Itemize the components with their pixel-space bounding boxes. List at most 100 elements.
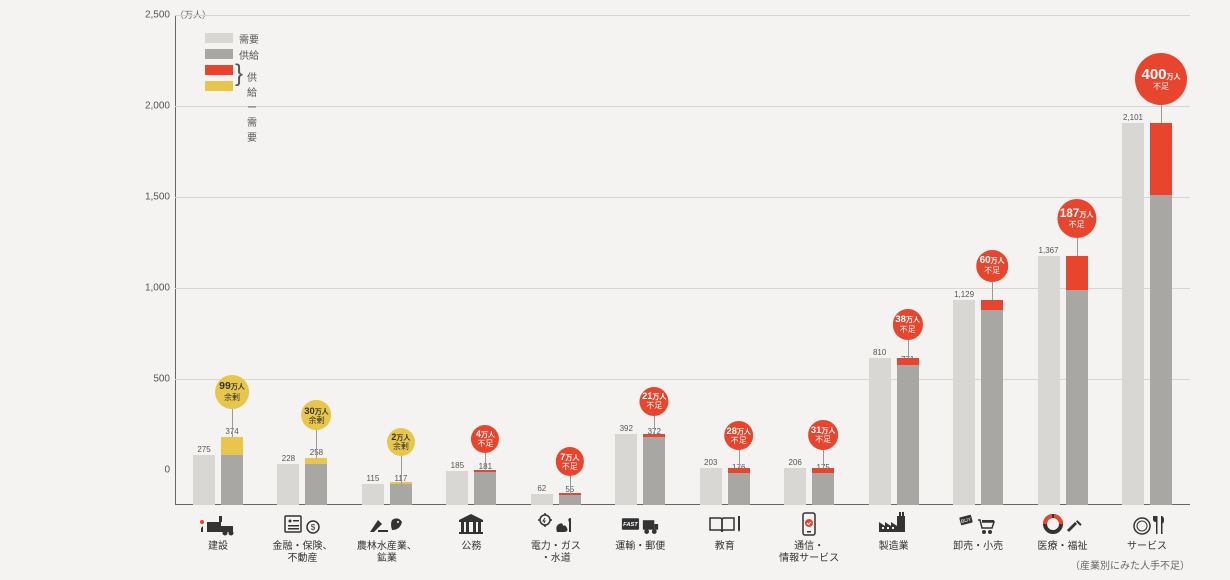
bar-supply: 117 — [390, 484, 412, 505]
bar-diff — [897, 358, 919, 365]
medical-icon — [1043, 511, 1083, 537]
bar-demand-value: 810 — [873, 348, 886, 357]
bar-demand: 206 — [784, 468, 806, 505]
bubble-unit: 万人 — [652, 394, 666, 401]
category-label: 建設 — [177, 541, 259, 553]
bubble-unit: 万人 — [906, 317, 920, 324]
bar-demand-value: 2,101 — [1123, 113, 1143, 122]
bar-diff — [1150, 123, 1172, 196]
connector-line — [739, 450, 740, 468]
diff-bubble: 38万人不足 — [893, 309, 923, 339]
bubble-unit: 万人 — [991, 258, 1005, 265]
bubble-status: 不足 — [1153, 83, 1169, 91]
bar-demand: 1,367 — [1038, 256, 1060, 505]
category-group: 39237221万人不足FAST運輸・郵便 — [612, 50, 668, 505]
bar-demand: 62 — [531, 494, 553, 505]
bubble-value: 400万人 — [1141, 67, 1180, 82]
connector-line — [485, 453, 486, 471]
education-icon — [705, 511, 745, 537]
diff-bubble: 7万人不足 — [556, 447, 584, 475]
category-group: 1851814万人不足公務 — [443, 50, 499, 505]
bar-diff — [981, 300, 1003, 311]
y-tick-label: 1,500 — [140, 192, 170, 203]
chart-area: （万人） 05001,0001,5002,0002,50027537499万人余… — [175, 15, 1190, 505]
transport-icon: FAST — [620, 511, 660, 537]
diff-bubble: 21万人不足 — [640, 387, 669, 416]
bar-diff — [728, 468, 750, 473]
bubble-unit: 万人 — [821, 428, 835, 435]
bubble-status: 不足 — [900, 326, 916, 334]
retail-icon: BUY — [958, 511, 998, 537]
category-group: 22825830万人余剰$金融・保険、不動産 — [274, 50, 330, 505]
connector-line — [1077, 238, 1078, 256]
bar-diff — [221, 437, 243, 455]
bar-demand-value: 228 — [282, 454, 295, 463]
y-tick-label: 2,500 — [140, 10, 170, 21]
legend: 需要 供給 } 供給ー需要 — [205, 30, 259, 94]
bubble-unit: 万人 — [1167, 74, 1181, 81]
bar-demand-value: 206 — [788, 458, 801, 467]
bar-diff — [305, 458, 327, 463]
category-label: 運輸・郵便 — [599, 541, 681, 553]
service-icon — [1127, 511, 1167, 537]
manufacturing-icon — [874, 511, 914, 537]
legend-swatch-surplus — [205, 81, 233, 91]
diff-bubble: 30万人余剰 — [302, 400, 332, 430]
category-group: 1151172万人余剰農林水産業、鉱業 — [359, 50, 415, 505]
bar-demand: 185 — [446, 471, 468, 505]
connector-line — [401, 456, 402, 484]
bubble-status: 余剰 — [224, 394, 240, 402]
bubble-value: 2万人 — [391, 433, 410, 442]
bubble-unit: 万人 — [481, 432, 495, 439]
category-group: 1,3671,180187万人不足医療・福祉 — [1035, 50, 1091, 505]
bar-demand: 275 — [193, 455, 215, 505]
plot-area: 05001,0001,5002,0002,50027537499万人余剰建設22… — [175, 15, 1190, 505]
bar-supply: 771 — [897, 365, 919, 505]
category-label: 製造業 — [853, 541, 935, 553]
bar-supply: 372 — [643, 437, 665, 505]
telecom-icon — [789, 511, 829, 537]
bar-demand: 392 — [615, 434, 637, 505]
diff-bubble: 99万人余剰 — [215, 375, 249, 409]
bubble-value: 28万人 — [727, 426, 751, 436]
bubble-unit: 万人 — [737, 429, 751, 436]
bar-demand-value: 275 — [197, 445, 210, 454]
bar-supply: 175 — [812, 473, 834, 505]
bubble-status: 不足 — [477, 440, 493, 448]
category-group: 81077138万人不足製造業 — [866, 50, 922, 505]
connector-line — [1161, 105, 1162, 123]
category-group: 20617531万人不足通信・情報サービス — [781, 50, 837, 505]
diff-bubble: 2万人余剰 — [387, 428, 415, 456]
bar-demand: 1,129 — [953, 300, 975, 505]
category-label: 金融・保険、不動産 — [261, 541, 343, 565]
bubble-unit: 万人 — [1079, 212, 1093, 219]
bubble-unit: 万人 — [396, 435, 410, 442]
bubble-value: 99万人 — [219, 382, 245, 392]
diff-bubble: 4万人不足 — [471, 425, 499, 453]
finance-icon: $ — [282, 511, 322, 537]
bar-supply: 1,701 — [1150, 195, 1172, 505]
chart-footnote: （産業別にみた人手不足） — [1070, 557, 1190, 572]
category-label: 電力・ガス・水道 — [515, 541, 597, 565]
category-group: 27537499万人余剰建設 — [190, 50, 246, 505]
bar-supply: 1,070 — [981, 310, 1003, 505]
diff-bubble: 31万人不足 — [808, 420, 838, 450]
svg-text:FAST: FAST — [623, 522, 638, 528]
bar-demand: 810 — [869, 358, 891, 505]
bar-diff — [812, 468, 834, 474]
bar-supply: 55 — [559, 495, 581, 505]
bar-demand: 203 — [700, 468, 722, 505]
bar-supply: 176 — [728, 473, 750, 505]
utility-icon — [536, 511, 576, 537]
category-group: 20317628万人不足教育 — [697, 50, 753, 505]
legend-row-supply: 供給 — [205, 46, 259, 62]
bubble-status: 不足 — [731, 437, 747, 445]
agriculture-icon — [367, 511, 407, 537]
government-icon — [451, 511, 491, 537]
diff-bubble: 400万人不足 — [1135, 53, 1187, 105]
bubble-status: 余剰 — [393, 443, 409, 451]
y-tick-label: 500 — [140, 374, 170, 385]
connector-line — [232, 409, 233, 437]
category-label: 農林水産業、鉱業 — [346, 541, 428, 565]
bubble-status: 不足 — [984, 267, 1000, 275]
